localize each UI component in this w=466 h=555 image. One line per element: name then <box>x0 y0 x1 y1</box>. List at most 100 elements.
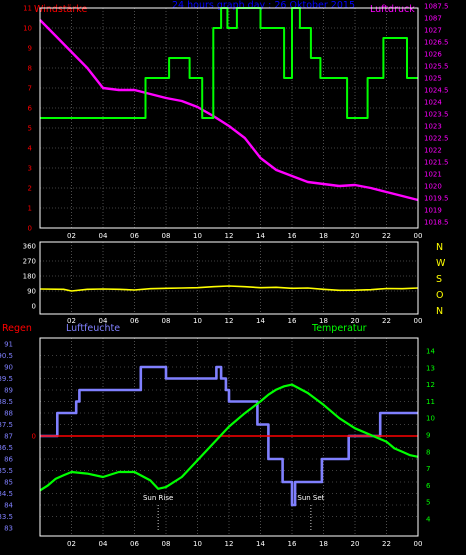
wind-tick-label: 0 <box>28 225 32 233</box>
pressure-tick-label: 1020 <box>424 183 442 191</box>
x-tick-label: 00 <box>414 317 423 325</box>
direction-tick-label: 90 <box>27 288 36 296</box>
wind-tick-label: 5 <box>28 125 32 133</box>
x-tick-label: 02 <box>67 232 76 240</box>
direction-tick-label: 0 <box>32 303 36 311</box>
x-tick-label: 14 <box>256 317 265 325</box>
humidity-tick-label: 90 <box>4 364 13 372</box>
x-tick-label: 08 <box>162 232 171 240</box>
rain-label: Regen <box>2 323 32 334</box>
temperature-tick-label: 6 <box>426 482 431 490</box>
pressure-tick-label: 1022.5 <box>424 135 449 143</box>
humidity-tick-label: 84 <box>4 502 13 510</box>
x-tick-label: 22 <box>382 540 391 548</box>
x-tick-label: 16 <box>288 232 297 240</box>
pressure-tick-label: 1023.5 <box>424 111 449 119</box>
humidity-tick-label: 89 <box>4 387 13 395</box>
humidity-label: Luftfeuchte <box>66 323 120 334</box>
pressure-tick-label: 1022 <box>424 147 442 155</box>
x-tick-label: 12 <box>225 232 234 240</box>
wind-pressure-frame <box>39 7 419 229</box>
pressure-tick-label: 1019.5 <box>424 195 449 203</box>
x-tick-label: 02 <box>67 540 76 548</box>
wind-tick-label: 2 <box>28 185 32 193</box>
pressure-tick-label: 1021 <box>424 171 442 179</box>
direction-line <box>39 285 419 292</box>
wind-pressure-panel: Windstärke 24 hours graph day : 26 Oktob… <box>23 0 448 240</box>
wind-line <box>40 7 418 119</box>
humidity-tick-label: 85 <box>4 479 13 487</box>
climate-series <box>39 365 419 507</box>
x-tick-label: 12 <box>225 317 234 325</box>
temperature-tick-label: 5 <box>426 499 430 507</box>
x-tick-label: 14 <box>256 232 265 240</box>
climate-time-ticks: 02 04 06 08 10 12 14 16 18 20 22 00 <box>67 540 422 548</box>
x-tick-label: 20 <box>351 540 360 548</box>
direction-time-ticks: 02 04 06 08 10 12 14 16 18 20 22 00 <box>67 317 422 325</box>
temperature-tick-label: 9 <box>426 432 430 440</box>
time-axis-ticks: 02 04 06 08 10 12 14 16 18 20 22 00 <box>67 232 422 240</box>
pressure-tick-label: 1026 <box>424 51 442 59</box>
x-tick-label: 18 <box>319 317 328 325</box>
temperature-tick-label: 4 <box>426 516 431 524</box>
humidity-tick-label: 85.5 <box>0 467 13 475</box>
pressure-tick-label: 1019 <box>424 207 442 215</box>
pressure-axis-ticks: 1018.5 1019 1019.5 1020 1021 1021.5 1022 1022.5… <box>424 3 449 227</box>
x-tick-label: 18 <box>319 232 328 240</box>
humidity-tick-label: 87 <box>4 433 13 441</box>
direction-frame <box>39 241 419 315</box>
wind-tick-label: 7 <box>28 85 32 93</box>
x-tick-label: 00 <box>414 232 423 240</box>
x-tick-label: 06 <box>130 232 139 240</box>
pressure-label: Luftdruck <box>370 4 415 15</box>
wind-tick-label: 10 <box>23 25 32 33</box>
temperature-axis-ticks: 4 5 6 7 8 9 10 11 12 13 14 <box>426 348 435 524</box>
climate-frame <box>39 337 419 537</box>
x-tick-label: 06 <box>130 540 139 548</box>
humidity-tick-label: 88.5 <box>0 398 13 406</box>
x-tick-label: 10 <box>193 317 202 325</box>
x-tick-label: 12 <box>225 540 234 548</box>
compass-label: N <box>436 306 443 317</box>
humidity-tick-label: 87.5 <box>0 421 13 429</box>
temperature-label: Temperatur <box>311 323 367 334</box>
x-tick-label: 02 <box>67 317 76 325</box>
compass-label: N <box>436 242 443 253</box>
pressure-tick-label: 1018.5 <box>424 219 449 227</box>
pressure-tick-label: 1024 <box>424 99 442 107</box>
sun-annotations: Sun Rise Sun Set <box>143 494 325 530</box>
temperature-tick-label: 11 <box>426 398 435 406</box>
x-tick-label: 22 <box>382 232 391 240</box>
sun-annotation: Sun Rise <box>143 494 173 502</box>
direction-tick-label: 180 <box>23 273 36 281</box>
direction-grid <box>40 242 418 314</box>
temperature-tick-label: 8 <box>426 448 430 456</box>
x-tick-label: 20 <box>351 317 360 325</box>
x-tick-label: 10 <box>193 540 202 548</box>
temperature-tick-label: 14 <box>426 348 435 356</box>
temperature-tick-label: 13 <box>426 364 435 372</box>
wind-tick-label: 11 <box>23 5 32 13</box>
temperature-tick-label: 12 <box>426 381 435 389</box>
compass-label: S <box>436 274 442 285</box>
temperature-line <box>39 383 419 492</box>
direction-tick-label: 360 <box>23 243 36 251</box>
humidity-tick-label: 83.5 <box>0 513 13 521</box>
chart-title: 24 hours graph day : 26 Oktober 2015 <box>172 0 355 11</box>
pressure-tick-label: 1087 <box>424 15 442 23</box>
wind-axis-ticks: 0 1 2 3 4 5 6 7 8 9 10 11 <box>23 5 32 233</box>
pressure-tick-label: 1025.5 <box>424 63 449 71</box>
humidity-line <box>40 365 418 507</box>
humidity-tick-label: 88 <box>4 410 13 418</box>
x-tick-label: 22 <box>382 317 391 325</box>
pressure-tick-label: 1087.5 <box>424 3 449 11</box>
x-tick-label: 04 <box>99 232 108 240</box>
x-tick-label: 04 <box>99 317 108 325</box>
x-tick-label: 10 <box>193 232 202 240</box>
humidity-tick-label: 86 <box>4 456 13 464</box>
x-tick-label: 18 <box>319 540 328 548</box>
compass-label: W <box>436 258 446 269</box>
